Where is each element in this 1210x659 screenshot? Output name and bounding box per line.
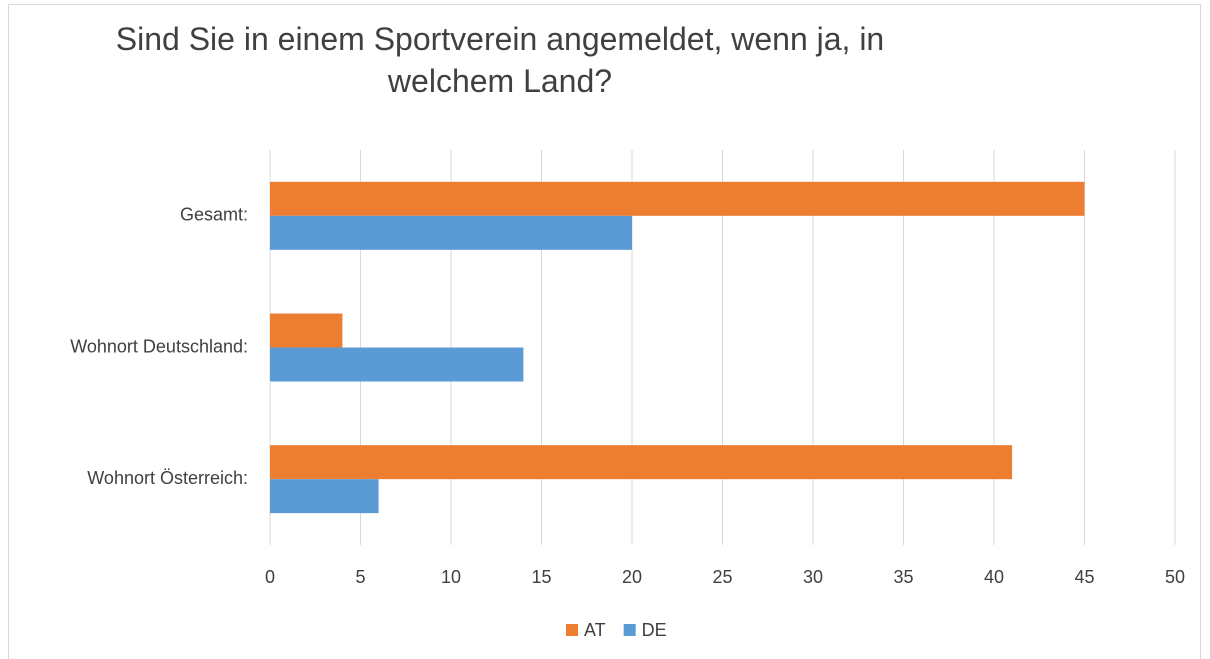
x-tick-label: 30 [803,567,823,587]
y-tick-label: Wohnort Deutschland: [70,336,248,356]
x-tick-label: 45 [1074,567,1094,587]
legend-label: AT [584,620,606,640]
x-tick-label: 25 [712,567,732,587]
bar [270,347,524,382]
x-tick-label: 35 [893,567,913,587]
legend-swatch [623,624,636,636]
y-tick-label: Gesamt: [180,205,248,225]
bar [270,181,1085,216]
x-tick-label: 10 [441,567,461,587]
x-tick-label: 0 [265,567,275,587]
x-tick-label: 15 [531,567,551,587]
bar [270,479,379,514]
y-tick-label: Wohnort Österreich: [87,468,248,488]
bar [270,445,1013,480]
legend-swatch [566,624,578,636]
x-tick-label: 50 [1165,567,1185,587]
chart-border [8,4,1201,659]
chart-title: Sind Sie in einem Sportverein angemeldet… [115,21,885,99]
bar [270,215,632,250]
x-tick-label: 5 [355,567,365,587]
x-tick-label: 20 [622,567,642,587]
x-tick-label: 40 [984,567,1004,587]
legend-label: DE [642,620,667,640]
bar [270,313,343,348]
